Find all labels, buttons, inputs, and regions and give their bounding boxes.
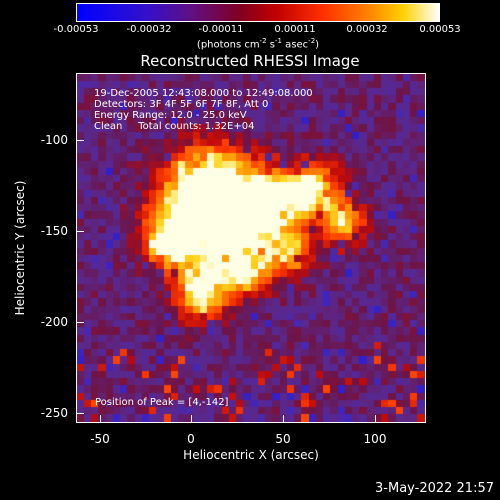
x-tick-mark bbox=[100, 415, 101, 423]
colorbar-tick-label: -0.00011 bbox=[198, 24, 244, 35]
peak-position-annotation: Position of Peak = [4,-142] bbox=[95, 397, 229, 408]
colorbar-tick-label: 0.00011 bbox=[274, 24, 316, 35]
colorbar-tick-label: 0.00053 bbox=[419, 24, 461, 35]
time-range-annotation: 19-Dec-2005 12:43:08.000 to 12:49:08.000 bbox=[94, 88, 313, 99]
image-title: Reconstructed RHESSI Image bbox=[140, 52, 360, 70]
colorbar-units: (photons cm-2 s-1 asec-2) bbox=[196, 37, 320, 51]
y-tick-label: -250 bbox=[40, 406, 68, 420]
x-tick-label: -50 bbox=[90, 432, 110, 446]
colorbar bbox=[76, 3, 440, 22]
energy-range-annotation: Energy Range: 12.0 - 25.0 keV bbox=[94, 110, 247, 121]
rhessi-image bbox=[77, 74, 425, 422]
detectors-annotation: Detectors: 3F 4F 5F 6F 7F 8F, Att 0 bbox=[94, 99, 269, 110]
x-axis-label: Heliocentric X (arcsec) bbox=[183, 448, 319, 462]
x-tick-mark bbox=[283, 415, 284, 423]
colorbar-tick-label: -0.00032 bbox=[126, 24, 172, 35]
x-tick-mark bbox=[375, 415, 376, 423]
timestamp-footer: 3-May-2022 21:57 bbox=[375, 481, 494, 496]
y-tick-mark bbox=[76, 322, 84, 323]
y-tick-mark bbox=[76, 231, 84, 232]
colorbar-tick-label: 0.00032 bbox=[346, 24, 388, 35]
y-tick-label: -100 bbox=[40, 133, 68, 147]
counts-annotation: Clean Total counts: 1.32E+04 bbox=[94, 121, 255, 132]
y-tick-label: -150 bbox=[40, 224, 68, 238]
y-tick-mark bbox=[76, 140, 84, 141]
x-tick-label: 50 bbox=[275, 432, 291, 446]
y-tick-mark bbox=[76, 413, 84, 414]
y-tick-label: -200 bbox=[40, 315, 68, 329]
colorbar-tick-label: -0.00053 bbox=[53, 24, 99, 35]
x-tick-label: 100 bbox=[363, 432, 387, 446]
x-tick-label: 0 bbox=[187, 432, 195, 446]
y-axis-label: Heliocentric Y (arcsec) bbox=[13, 180, 27, 316]
image-plot: 19-Dec-2005 12:43:08.000 to 12:49:08.000… bbox=[76, 73, 426, 423]
x-tick-mark bbox=[191, 415, 192, 423]
